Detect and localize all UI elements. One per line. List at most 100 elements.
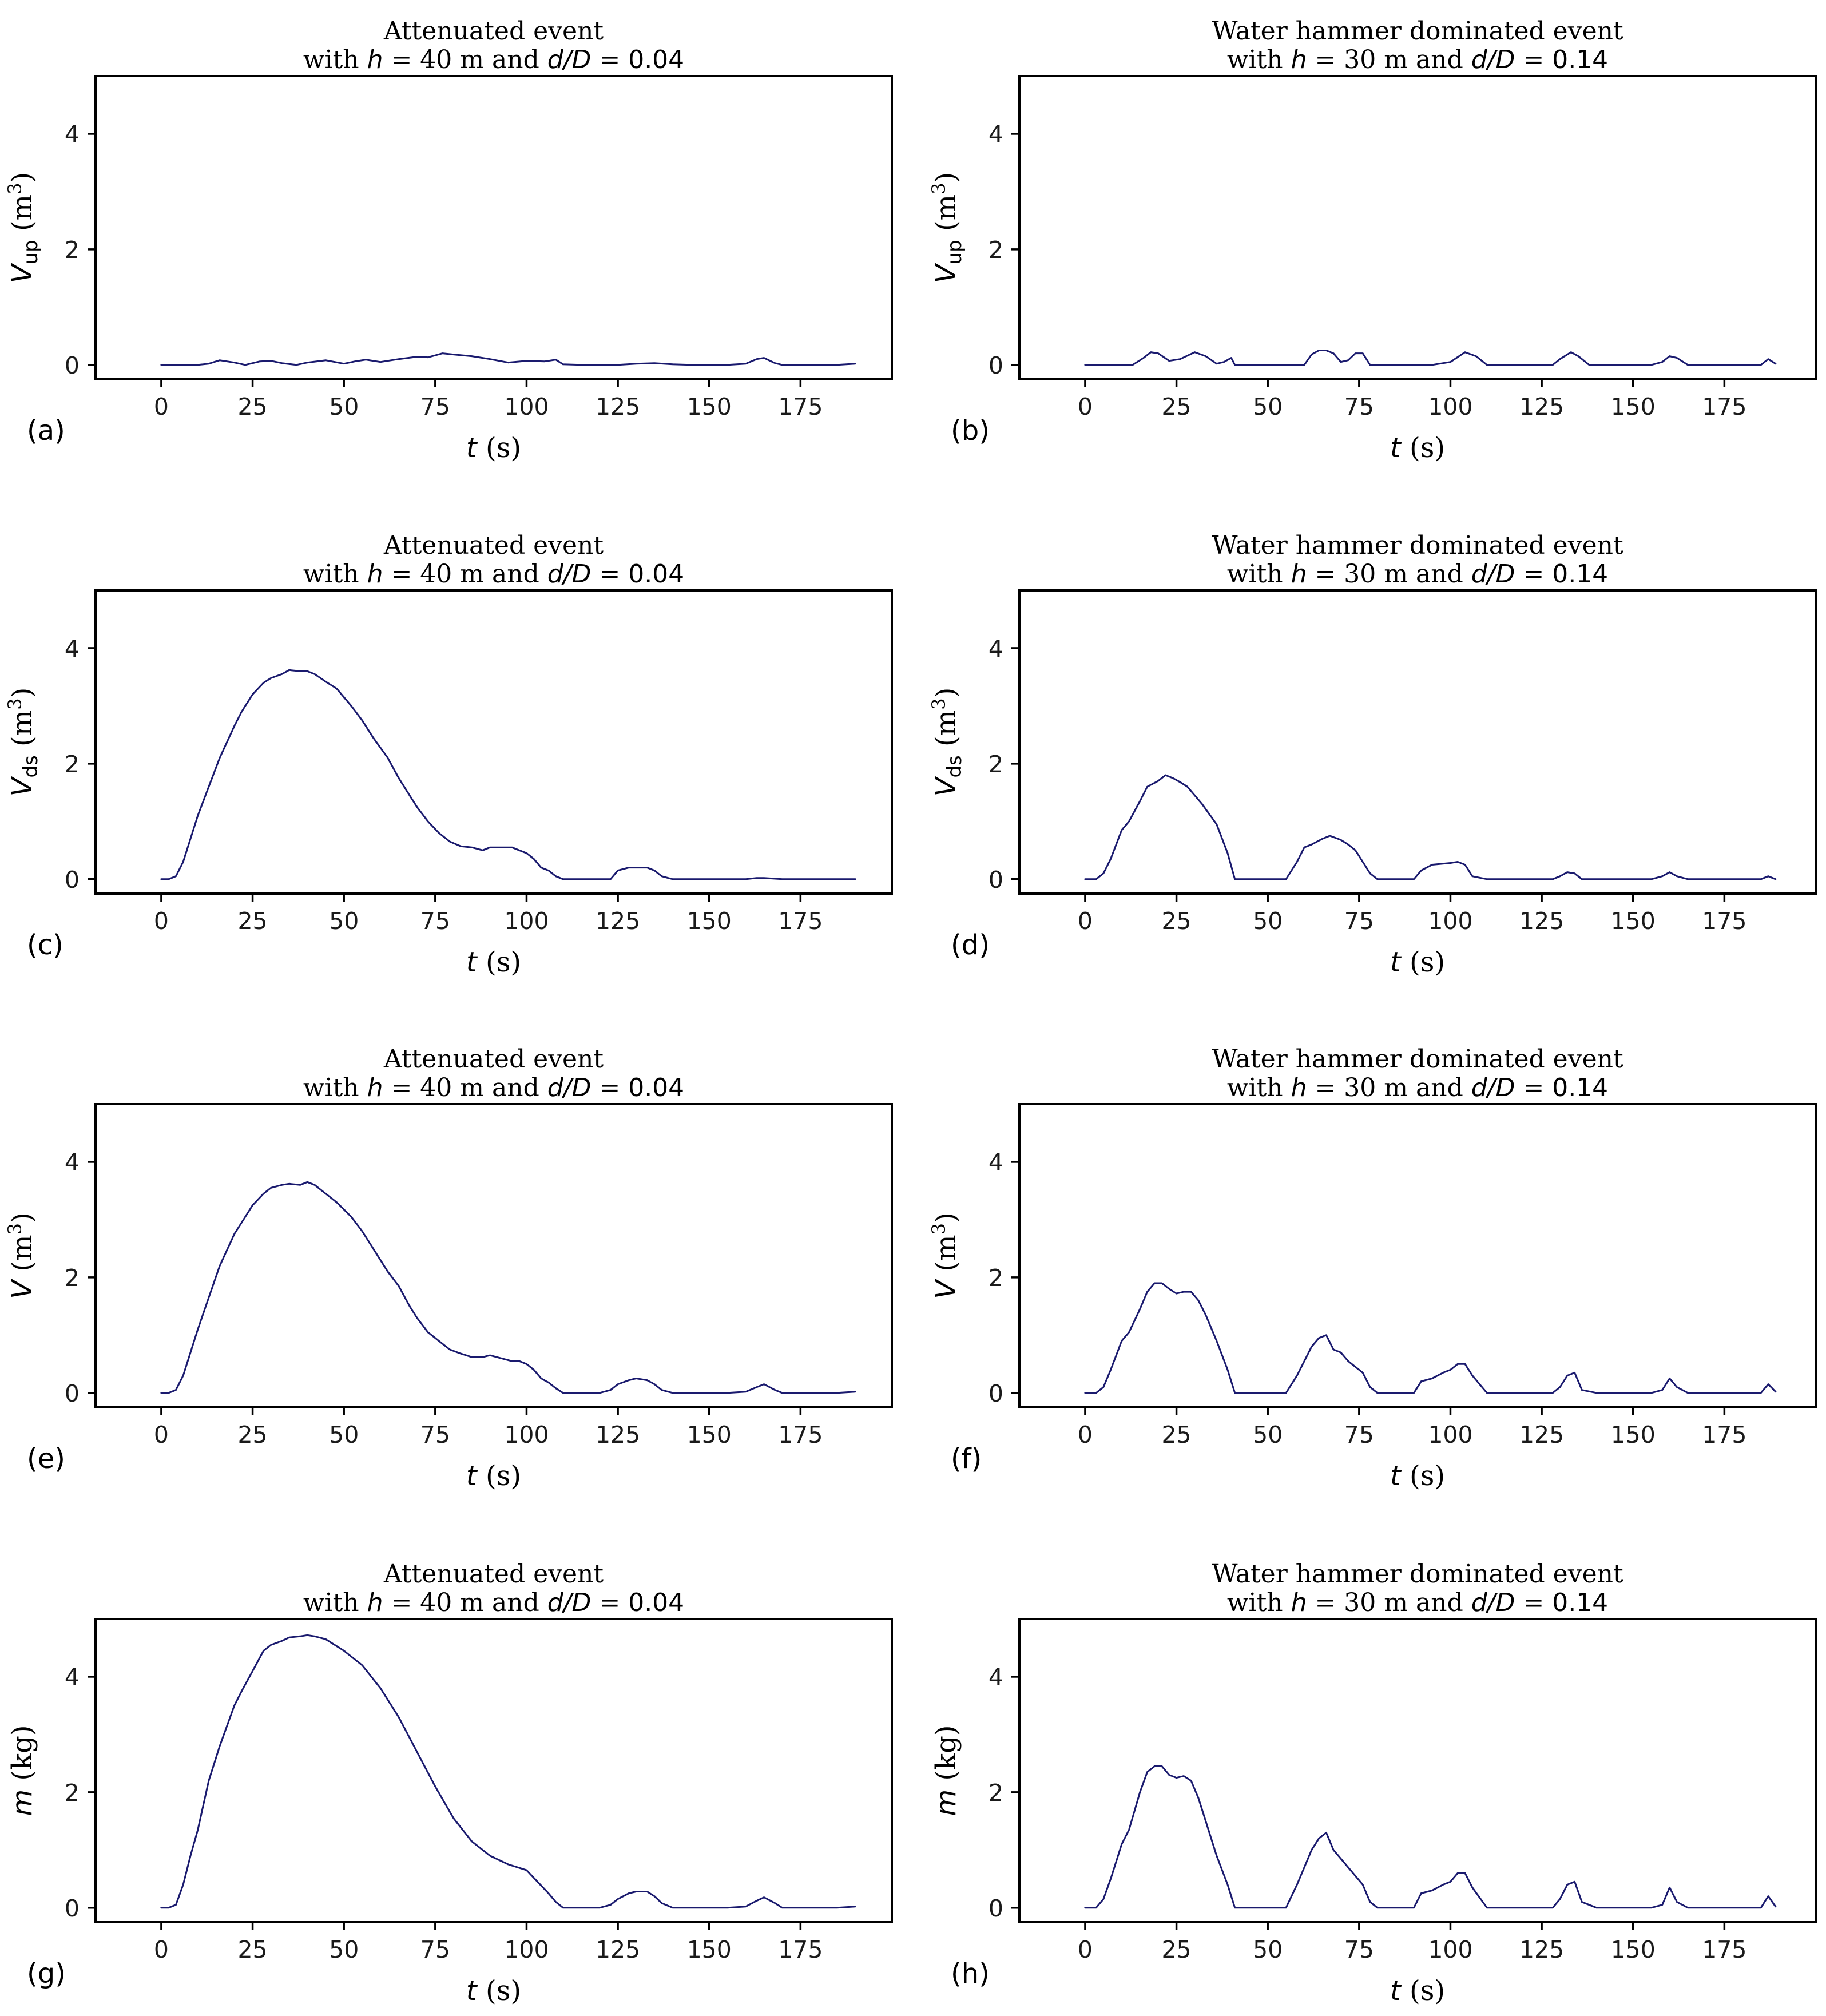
subtitle-variable-2: d/D (1471, 45, 1515, 74)
y-tick-label: 2 (989, 1264, 1003, 1292)
chart-title: Water hammer dominated event (1212, 531, 1623, 560)
x-label-variable: t (1390, 1975, 1402, 2007)
y-label-subscript: up (19, 240, 42, 264)
panel-label: (d) (951, 929, 990, 961)
y-label-unit: (m (930, 195, 962, 240)
y-label-unit: (m (6, 1235, 38, 1280)
x-tick-label: 125 (596, 1936, 640, 1963)
x-tick-label: 100 (1428, 393, 1472, 420)
panel-label: (f) (951, 1443, 982, 1475)
x-tick-label: 0 (154, 1421, 169, 1448)
y-tick-label: 0 (989, 866, 1003, 894)
subtitle-variable-2: d/D (1471, 1588, 1515, 1617)
x-axis-label: t (s) (466, 432, 521, 464)
subtitle-variable: h (1291, 559, 1307, 589)
x-tick-label: 175 (778, 1936, 823, 1963)
y-axis-label: Vds (m3) (4, 688, 42, 797)
panel-label: (b) (951, 415, 990, 447)
y-label-subscript: ds (943, 755, 966, 777)
x-tick-label: 150 (1611, 1421, 1656, 1448)
x-tick-label: 100 (1428, 907, 1472, 935)
x-label-variable: t (1390, 432, 1402, 464)
y-label-close: ) (930, 688, 962, 699)
x-tick-label: 75 (1344, 393, 1374, 420)
y-tick-label: 4 (65, 1664, 80, 1691)
x-label-variable: t (1390, 946, 1402, 978)
x-tick-label: 25 (1161, 1421, 1191, 1448)
y-label-superscript: 3 (4, 182, 26, 194)
data-series-line (160, 1634, 856, 1909)
y-label-unit: (m (930, 710, 962, 756)
subtitle-prefix: with (1227, 1588, 1291, 1617)
y-axis-label: Vds (m3) (928, 688, 966, 797)
subtitle-value: = 0.14 (1515, 45, 1608, 74)
x-tick-label: 0 (154, 1936, 169, 1963)
subtitle-middle: = 40 m and (383, 559, 547, 589)
x-label-unit: (s) (1401, 1975, 1445, 2007)
x-tick-label: 150 (687, 1936, 732, 1963)
x-tick-label: 150 (687, 907, 732, 935)
plot-frame (1018, 75, 1817, 380)
subtitle-variable-2: d/D (547, 559, 592, 589)
y-label-variable: V (930, 1279, 962, 1299)
y-label-variable: V (6, 263, 38, 283)
subtitle-variable-2: d/D (547, 1073, 592, 1102)
x-label-variable: t (466, 1460, 478, 1492)
subtitle-prefix: with (303, 559, 367, 589)
y-label-variable: V (930, 776, 962, 796)
x-tick-label: 100 (504, 1936, 549, 1963)
y-axis-label: V (m3) (928, 1212, 962, 1299)
plot-frame (1018, 1618, 1817, 1923)
x-label-unit: (s) (1401, 432, 1445, 464)
panel-label: (e) (27, 1443, 65, 1475)
x-tick-label: 75 (1344, 907, 1374, 935)
data-series-line (1084, 1765, 1777, 1909)
x-tick-label: 75 (420, 393, 450, 420)
subtitle-variable: h (367, 1588, 383, 1617)
x-tick-label: 50 (1253, 393, 1283, 420)
x-tick-label: 25 (237, 1936, 267, 1963)
y-label-close: ) (6, 1212, 38, 1223)
y-tick-label: 0 (65, 1895, 80, 1922)
y-label-variable: m (930, 1789, 962, 1816)
y-label-variable: V (930, 263, 962, 283)
y-tick-label: 0 (989, 1380, 1003, 1407)
x-tick-label: 75 (420, 1936, 450, 1963)
y-label-superscript: 3 (4, 1223, 26, 1235)
x-tick-label: 75 (1344, 1421, 1374, 1448)
x-tick-label: 125 (596, 907, 640, 935)
x-tick-label: 125 (1519, 1936, 1564, 1963)
x-label-variable: t (1390, 1460, 1402, 1492)
panel-label: (a) (27, 415, 65, 447)
y-tick-label: 4 (65, 635, 80, 662)
data-series-line (160, 1181, 856, 1394)
subtitle-variable: h (367, 45, 383, 74)
subtitle-prefix: with (1227, 559, 1291, 589)
x-tick-label: 125 (1519, 907, 1564, 935)
x-axis-label: t (s) (1390, 1460, 1445, 1492)
data-series-line (160, 669, 856, 880)
subtitle-value: = 0.14 (1515, 1588, 1608, 1617)
x-tick-label: 75 (420, 1421, 450, 1448)
y-label-subscript: up (943, 240, 966, 264)
y-label-unit: (m (930, 1235, 962, 1280)
y-label-close: ) (930, 1725, 962, 1736)
x-tick-label: 100 (504, 907, 549, 935)
x-tick-label: 50 (1253, 907, 1283, 935)
x-tick-label: 175 (778, 393, 823, 420)
subtitle-middle: = 40 m and (383, 45, 547, 74)
data-series-line (1084, 774, 1777, 880)
x-tick-label: 0 (1078, 1421, 1093, 1448)
x-tick-label: 50 (329, 393, 359, 420)
x-tick-label: 150 (1611, 907, 1656, 935)
y-label-superscript: 3 (928, 1223, 950, 1235)
y-tick-label: 2 (65, 1779, 80, 1807)
x-axis-label: t (s) (1390, 1975, 1445, 2007)
subtitle-prefix: with (303, 45, 367, 74)
y-label-superscript: 3 (4, 698, 26, 709)
chart-subtitle: with h = 30 m and d/D = 0.14 (1227, 45, 1608, 74)
panel-label: (h) (951, 1958, 990, 1990)
x-tick-label: 150 (687, 393, 732, 420)
